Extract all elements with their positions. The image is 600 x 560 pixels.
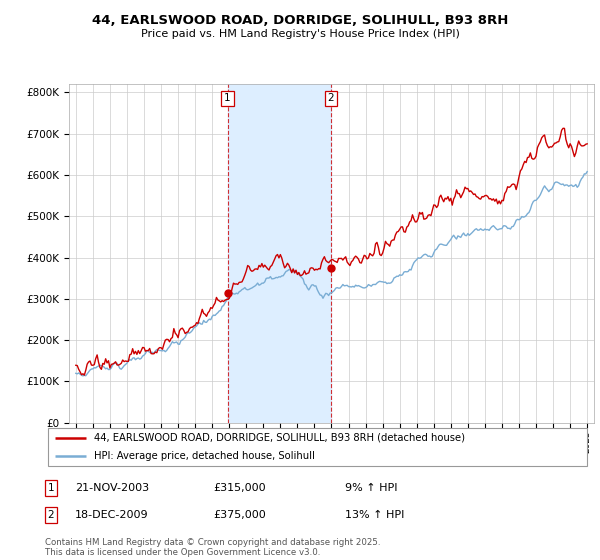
- Text: Contains HM Land Registry data © Crown copyright and database right 2025.
This d: Contains HM Land Registry data © Crown c…: [45, 538, 380, 557]
- Text: HPI: Average price, detached house, Solihull: HPI: Average price, detached house, Soli…: [94, 451, 315, 461]
- Text: 44, EARLSWOOD ROAD, DORRIDGE, SOLIHULL, B93 8RH (detached house): 44, EARLSWOOD ROAD, DORRIDGE, SOLIHULL, …: [94, 433, 465, 443]
- Text: 1: 1: [47, 483, 55, 493]
- Text: 13% ↑ HPI: 13% ↑ HPI: [345, 510, 404, 520]
- FancyBboxPatch shape: [48, 428, 587, 466]
- Text: Price paid vs. HM Land Registry's House Price Index (HPI): Price paid vs. HM Land Registry's House …: [140, 29, 460, 39]
- Text: £315,000: £315,000: [213, 483, 266, 493]
- Text: 44, EARLSWOOD ROAD, DORRIDGE, SOLIHULL, B93 8RH: 44, EARLSWOOD ROAD, DORRIDGE, SOLIHULL, …: [92, 14, 508, 27]
- Bar: [227, 84, 331, 423]
- Text: 2: 2: [47, 510, 55, 520]
- Text: 9% ↑ HPI: 9% ↑ HPI: [345, 483, 398, 493]
- Text: 1: 1: [224, 94, 231, 104]
- Text: £375,000: £375,000: [213, 510, 266, 520]
- Text: 2: 2: [328, 94, 334, 104]
- Text: 21-NOV-2003: 21-NOV-2003: [75, 483, 149, 493]
- Text: 18-DEC-2009: 18-DEC-2009: [75, 510, 149, 520]
